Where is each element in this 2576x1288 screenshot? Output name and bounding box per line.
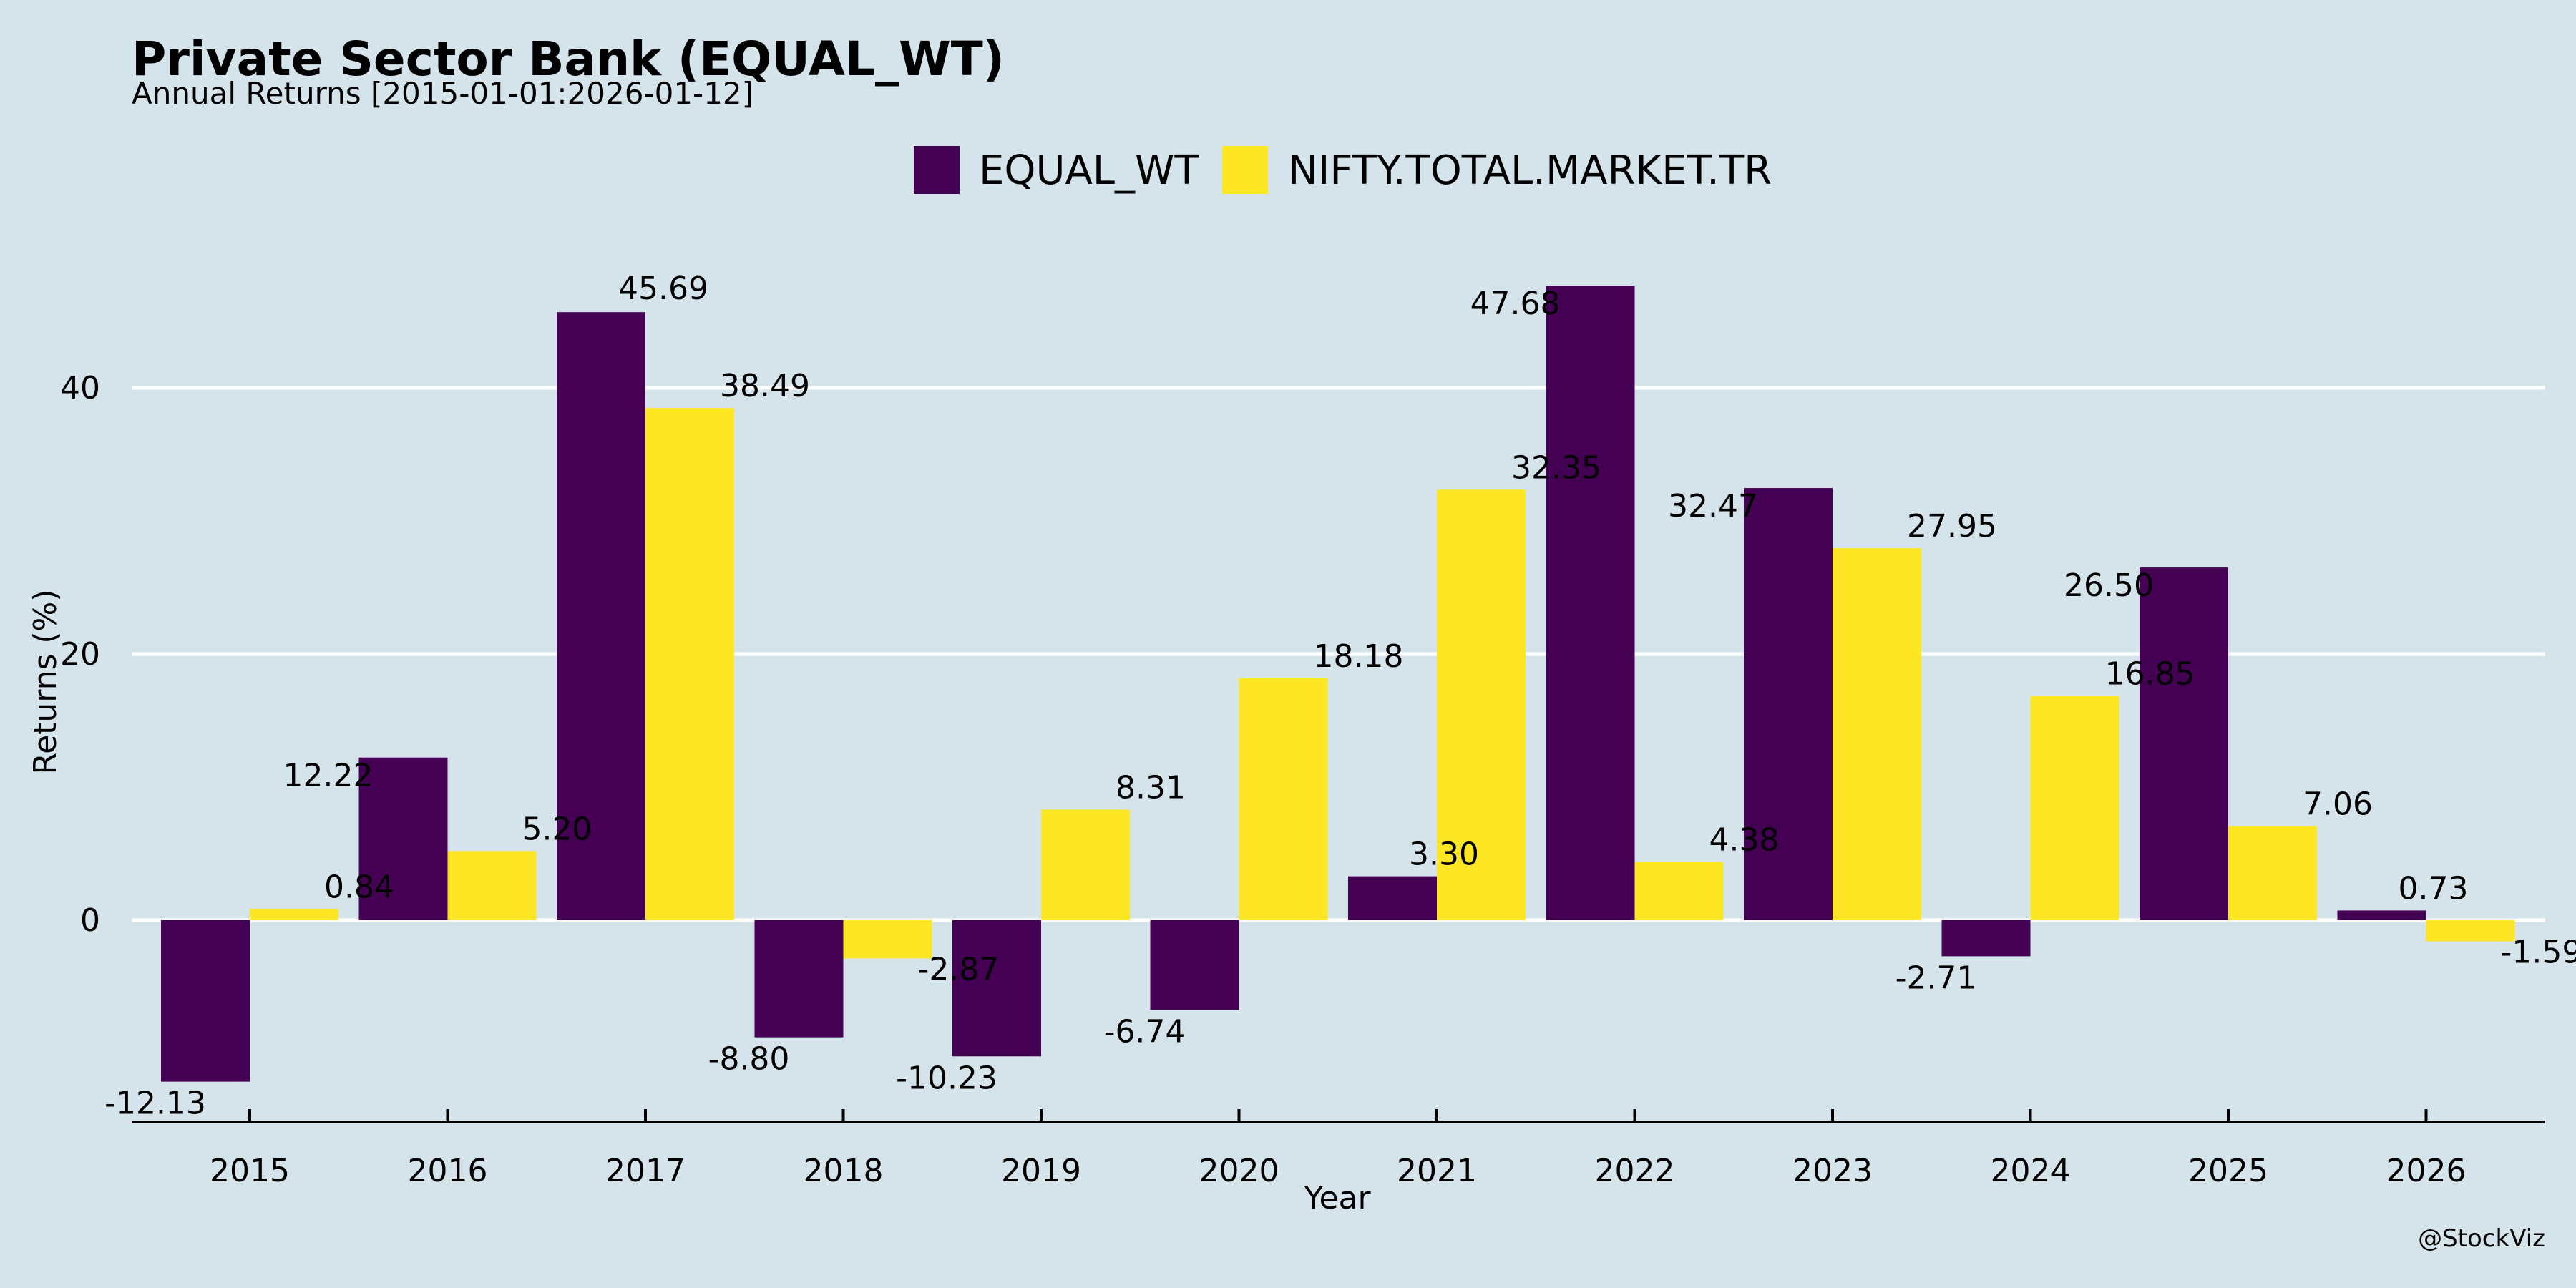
x-tick-label: 2021: [1397, 1153, 1477, 1189]
bar-nifty-2017: [645, 408, 734, 920]
chart-subtitle: Annual Returns [2015-01-01:2026-01-12]: [132, 76, 753, 111]
legend-swatch-nifty: [1222, 146, 1268, 194]
y-tick-label: 20: [60, 636, 100, 673]
data-label-equal-wt-2023: 32.47: [1668, 488, 1758, 525]
bar-nifty-2024: [2030, 696, 2119, 920]
data-label-nifty-2021: 32.35: [1511, 449, 1601, 486]
bar-equal-wt-2024: [1941, 920, 2031, 957]
data-label-equal-wt-2022: 47.68: [1470, 286, 1561, 322]
bar-equal-wt-2020: [1150, 920, 1239, 1010]
bar-equal-wt-2019: [952, 920, 1041, 1057]
data-label-nifty-2023: 27.95: [1907, 508, 1997, 545]
data-label-equal-wt-2019: -10.23: [896, 1060, 997, 1096]
bar-equal-wt-2021: [1348, 876, 1437, 920]
data-label-nifty-2024: 16.85: [2105, 656, 2195, 693]
bar-nifty-2015: [250, 909, 338, 920]
bar-nifty-2025: [2228, 826, 2317, 920]
x-tick-label: 2025: [2188, 1153, 2268, 1189]
bar-nifty-2021: [1437, 489, 1526, 920]
bar-equal-wt-2018: [754, 920, 844, 1038]
data-label-equal-wt-2021: 3.30: [1409, 836, 1479, 873]
x-axis: 2015 2016 2017 2018 2019 2020 2021 2022 2023 2024…: [132, 1109, 2545, 1189]
bar-equal-wt-2023: [1744, 488, 1833, 920]
bar-equal-wt-2016: [358, 757, 448, 920]
bar-nifty-2020: [1239, 678, 1328, 920]
bar-nifty-2022: [1634, 862, 1724, 920]
data-label-equal-wt-2017: 45.69: [618, 270, 708, 307]
data-label-nifty-2015: 0.84: [324, 869, 394, 905]
data-labels: -12.13 0.84 12.22 5.20 45.69 38.49 -8.80 -2.87 -…: [104, 270, 2576, 1121]
legend-label-equal-wt: EQUAL_WT: [979, 147, 1199, 194]
bar-nifty-2018: [843, 920, 932, 959]
bar-equal-wt-2026: [2337, 910, 2426, 920]
x-tick-label: 2026: [2386, 1153, 2467, 1189]
bar-equal-wt-2015: [161, 920, 250, 1082]
x-tick-label: 2022: [1595, 1153, 1675, 1189]
data-label-nifty-2022: 4.38: [1709, 822, 1780, 859]
x-tick-label: 2023: [1792, 1153, 1873, 1189]
data-label-nifty-2018: -2.87: [918, 951, 1000, 987]
x-tick-label: 2019: [1001, 1153, 1081, 1189]
bar-nifty-2019: [1041, 809, 1130, 920]
legend-label-nifty: NIFTY.TOTAL.MARKET.TR: [1288, 147, 1772, 194]
data-label-nifty-2026: -1.59: [2501, 935, 2576, 971]
data-label-nifty-2017: 38.49: [720, 368, 810, 404]
bar-nifty-2026: [2426, 920, 2515, 942]
x-tick-label: 2020: [1199, 1153, 1279, 1189]
data-label-nifty-2019: 8.31: [1116, 769, 1186, 806]
data-label-equal-wt-2025: 26.50: [2064, 567, 2154, 604]
y-tick-label: 0: [80, 902, 100, 939]
legend: EQUAL_WT NIFTY.TOTAL.MARKET.TR: [914, 146, 1772, 194]
data-label-equal-wt-2020: -6.74: [1104, 1013, 1186, 1050]
bar-nifty-2023: [1833, 548, 1921, 920]
legend-swatch-equal-wt: [914, 146, 960, 194]
bar-nifty-2016: [447, 851, 537, 920]
x-tick-label: 2017: [605, 1153, 686, 1189]
x-tick-label: 2016: [408, 1153, 488, 1189]
y-tick-label: 40: [60, 370, 100, 406]
chart-title: Private Sector Bank (EQUAL_WT): [132, 31, 1005, 87]
x-tick-label: 2018: [804, 1153, 884, 1189]
data-label-equal-wt-2018: -8.80: [708, 1041, 790, 1078]
data-label-nifty-2016: 5.20: [522, 811, 592, 847]
x-axis-label: Year: [1303, 1180, 1371, 1216]
bar-equal-wt-2017: [557, 312, 645, 920]
x-tick-label: 2024: [1991, 1153, 2071, 1189]
data-label-equal-wt-2015: -12.13: [104, 1085, 206, 1122]
data-label-equal-wt-2016: 12.22: [283, 758, 374, 794]
bar-equal-wt-2022: [1546, 286, 1635, 921]
bar-equal-wt-2025: [2140, 567, 2228, 920]
data-label-equal-wt-2024: -2.71: [1896, 960, 1977, 996]
y-tick-labels: 0 20 40: [60, 370, 100, 939]
y-axis-label: Returns (%): [27, 589, 64, 774]
data-label-nifty-2025: 7.06: [2303, 786, 2373, 823]
x-tick-label: 2015: [210, 1153, 290, 1189]
data-label-nifty-2020: 18.18: [1314, 638, 1404, 675]
bars: [161, 286, 2515, 1082]
data-label-equal-wt-2026: 0.73: [2399, 870, 2469, 907]
credit-text: @StockViz: [2418, 1224, 2545, 1253]
